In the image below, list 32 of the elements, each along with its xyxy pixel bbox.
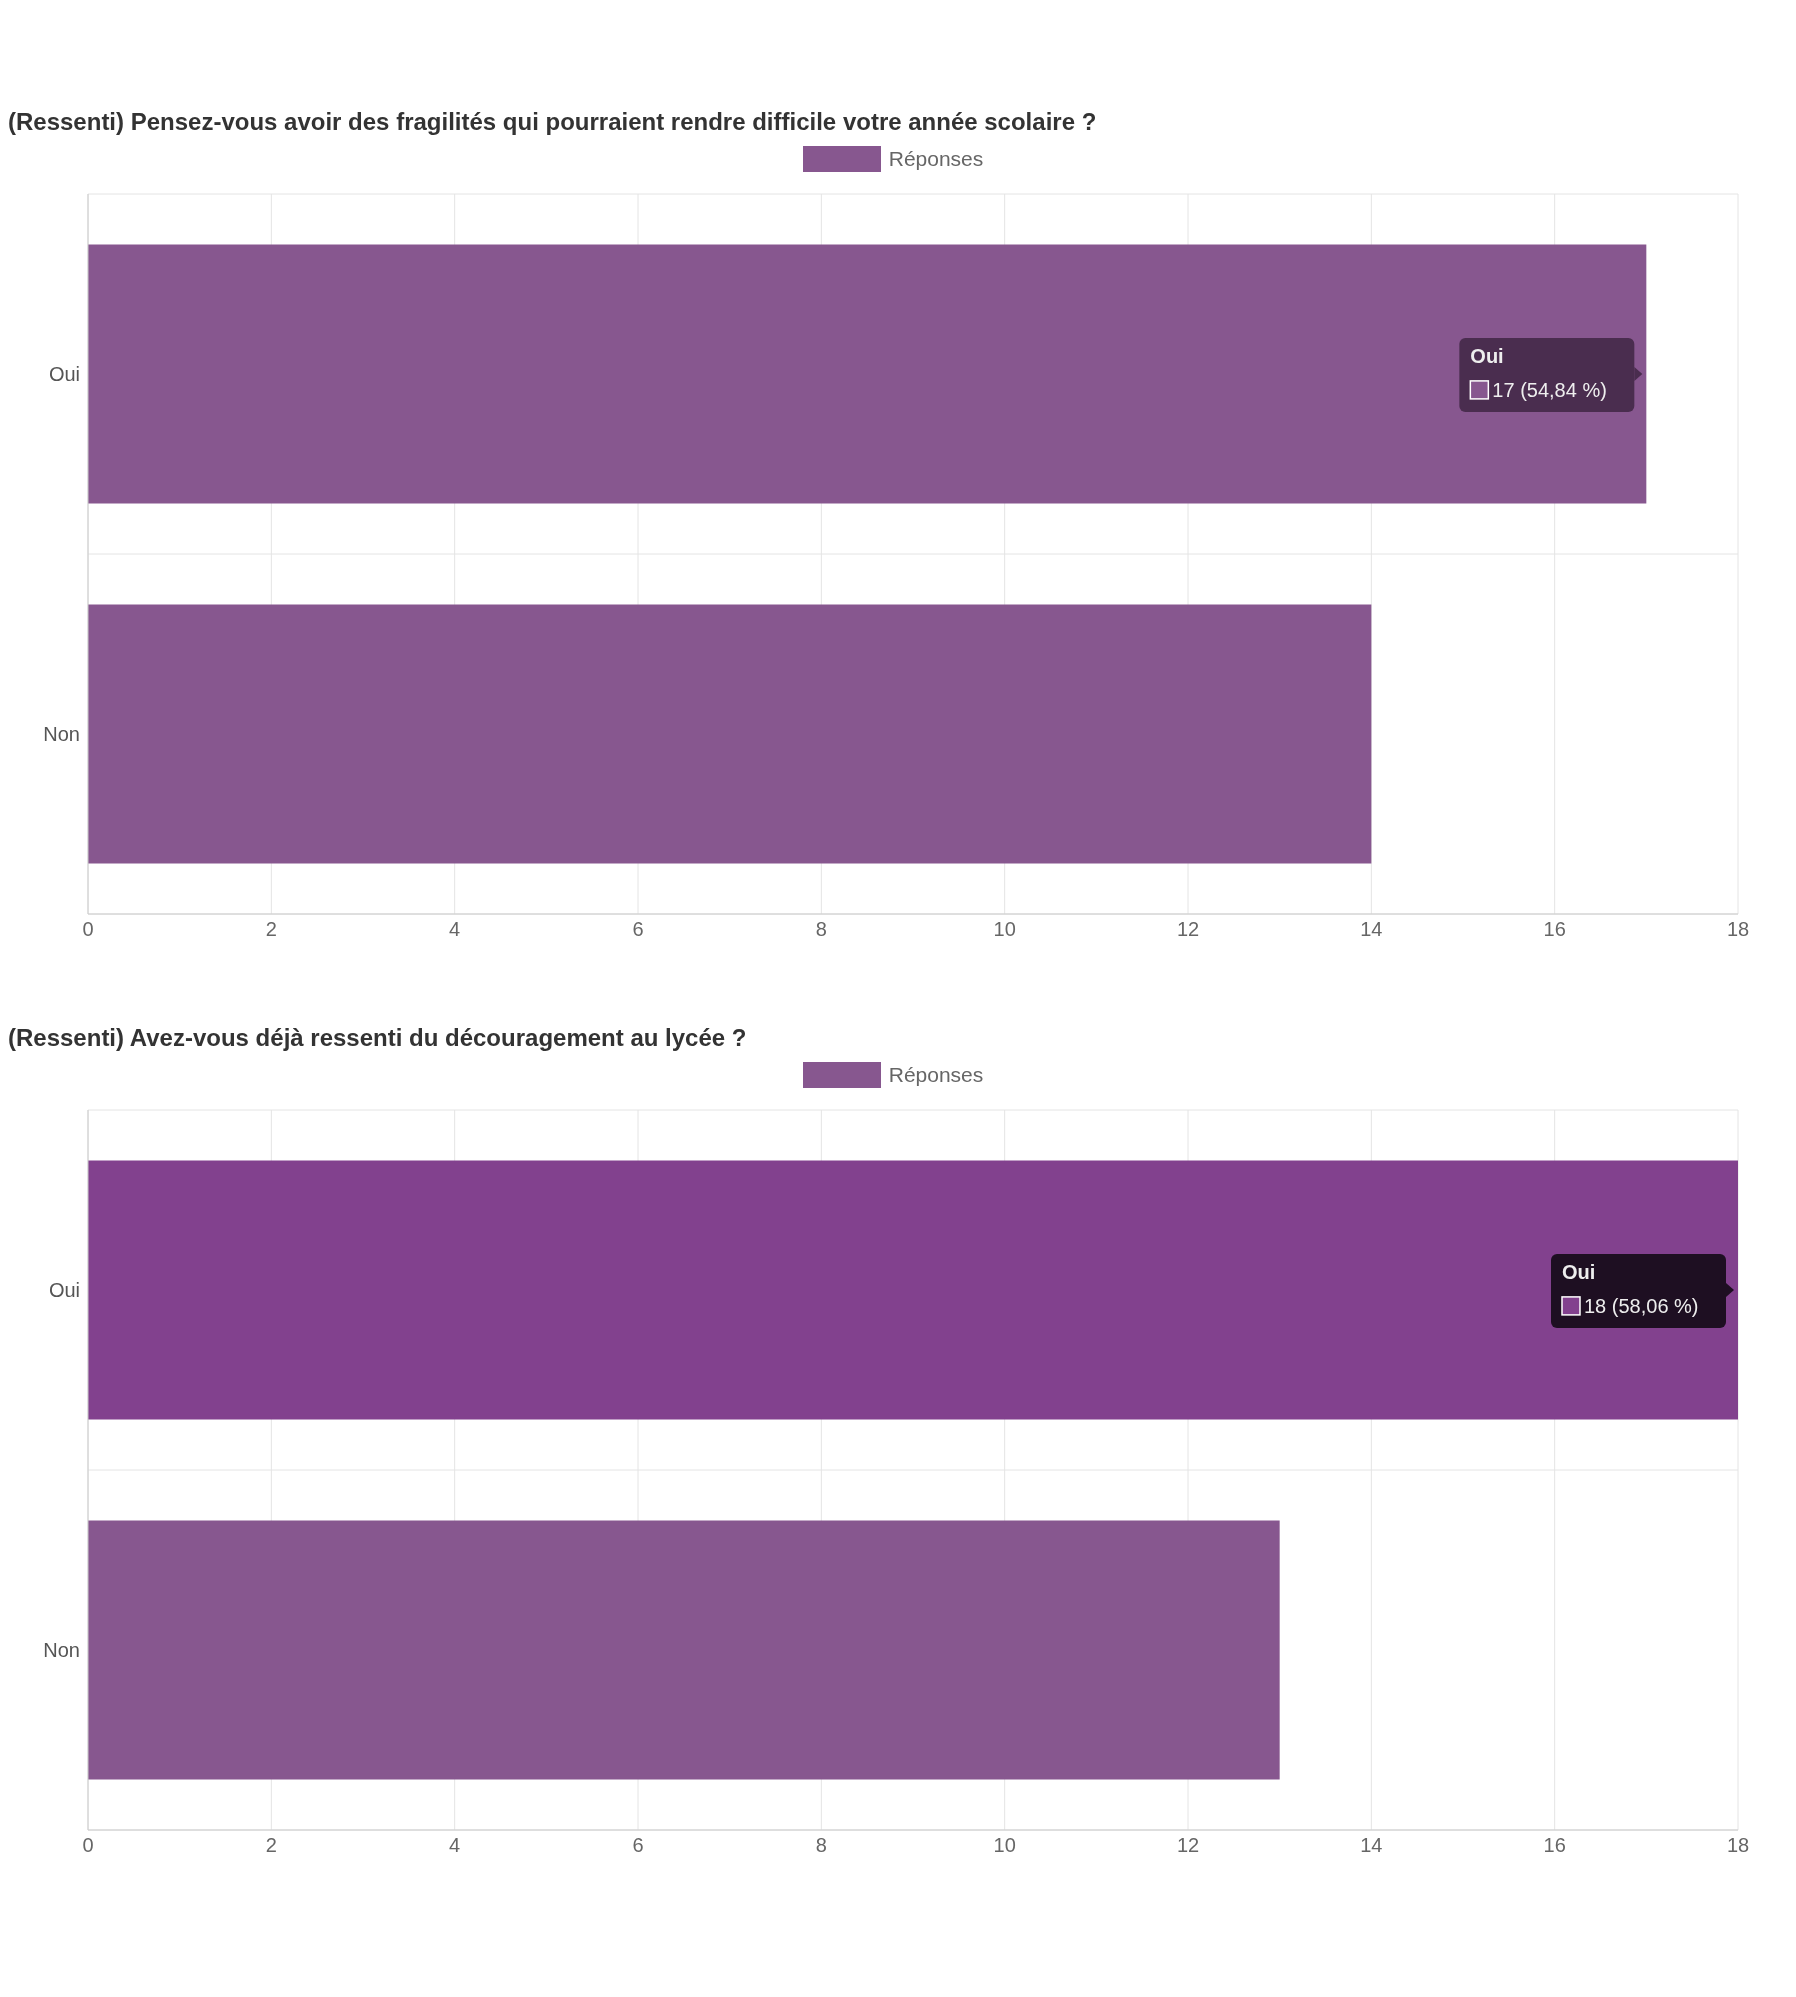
x-tick-label: 14 xyxy=(1360,918,1383,941)
x-tick-label: 12 xyxy=(1176,1834,1200,1857)
category-label: Oui xyxy=(1562,1260,1596,1283)
y-tick-label: Non xyxy=(43,1639,80,1662)
x-tick-label: 0 xyxy=(82,1834,94,1857)
x-tick-label: 2 xyxy=(265,918,277,941)
y-tick-label: Oui xyxy=(48,1279,80,1302)
x-tick-label: 8 xyxy=(815,1834,827,1857)
x-tick-label: 14 xyxy=(1360,1834,1383,1857)
x-tick-label: 16 xyxy=(1543,1834,1566,1857)
legend-label: Réponses xyxy=(888,147,984,171)
x-tick-label: 4 xyxy=(449,918,461,941)
x-tick-label: 6 xyxy=(632,1834,644,1857)
x-tick-label: 18 xyxy=(1726,918,1750,941)
x-tick-label: 18 xyxy=(1726,1834,1750,1857)
x-tick-label: 2 xyxy=(265,1834,277,1857)
x-tick-label: 0 xyxy=(82,918,94,941)
x-tick-label: 6 xyxy=(632,918,644,941)
data-label: 18 (58,06 %) xyxy=(1584,1294,1699,1317)
y-tick-label: Non xyxy=(43,723,80,746)
chart-title: (Ressenti) Pensez-vous avoir des fragilités qui pourraient rendre difficile votre année scolaire ? xyxy=(8,108,1098,136)
x-tick-label: 10 xyxy=(993,1834,1016,1857)
chart-title: (Ressenti) Avez-vous déjà ressenti du découragement au lycée ? xyxy=(8,1024,748,1052)
x-tick-label: 16 xyxy=(1543,918,1566,941)
legend-label: Réponses xyxy=(888,1063,984,1087)
x-tick-label: 8 xyxy=(815,918,827,941)
category-label: Oui xyxy=(1470,344,1504,367)
x-tick-label: 10 xyxy=(993,918,1016,941)
y-tick-label: Oui xyxy=(48,363,80,386)
x-tick-label: 4 xyxy=(449,1834,461,1857)
data-label: 17 (54,84 %) xyxy=(1492,378,1607,401)
x-tick-label: 12 xyxy=(1176,918,1200,941)
